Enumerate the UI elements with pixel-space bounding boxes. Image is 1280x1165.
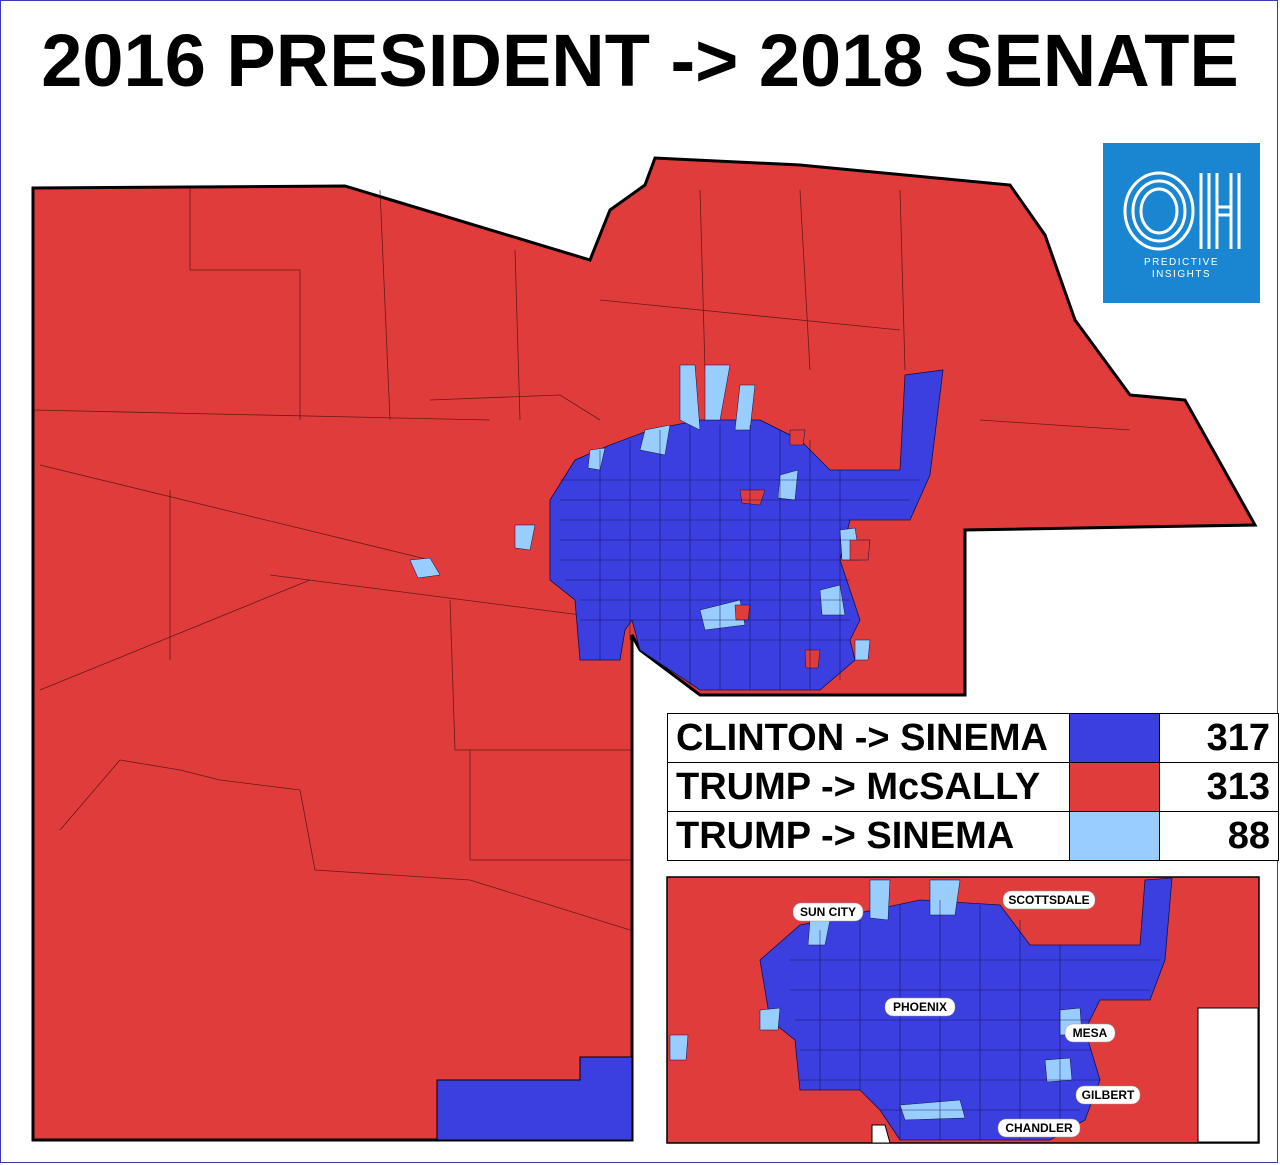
legend-label: TRUMP -> SINEMA [666,811,1071,861]
predictive-insights-logo: PREDICTIVE INSIGHTS [1103,143,1260,303]
city-label-mesa: MESA [1073,1026,1108,1040]
inset-city-labels: SUN CITY SCOTTSDALE PHOENIX MESA GILBERT… [792,890,1141,1138]
precinct-lines [32,188,1131,931]
legend-row: TRUMP -> SINEMA 88 [666,811,1280,861]
legend-swatch [1069,811,1160,861]
legend-table: CLINTON -> SINEMA 317 TRUMP -> McSALLY 3… [666,713,1280,861]
legend-swatch [1069,713,1160,763]
legend-label: CLINTON -> SINEMA [666,713,1071,763]
southern-blue-precinct [436,1056,633,1141]
logo-line-2: INSIGHTS [1151,269,1212,280]
city-label-chandler: CHANDLER [1005,1121,1073,1135]
legend-count: 317 [1158,713,1280,763]
inset-map: SUN CITY SCOTTSDALE PHOENIX MESA GILBERT… [666,876,1260,1144]
legend-row: TRUMP -> McSALLY 313 [666,762,1280,812]
legend-row: CLINTON -> SINEMA 317 [666,713,1280,763]
trump-mcsally-metro-precincts [734,429,871,669]
legend-label: TRUMP -> McSALLY [666,762,1071,812]
legend-swatch [1069,762,1160,812]
legend-count: 313 [1158,762,1280,812]
city-label-phoenix: PHOENIX [893,1000,947,1014]
metro-precinct-grid [560,425,920,690]
map-title: 2016 PRESIDENT -> 2018 SENATE [41,19,1239,102]
city-label-scottsdale: SCOTTSDALE [1008,893,1089,907]
logo-line-1: PREDICTIVE [1143,257,1219,268]
legend-count: 88 [1158,811,1280,861]
city-label-gilbert: GILBERT [1082,1088,1135,1102]
city-label-sun-city: SUN CITY [800,905,856,919]
oh-logo-mark-icon [1123,171,1241,251]
